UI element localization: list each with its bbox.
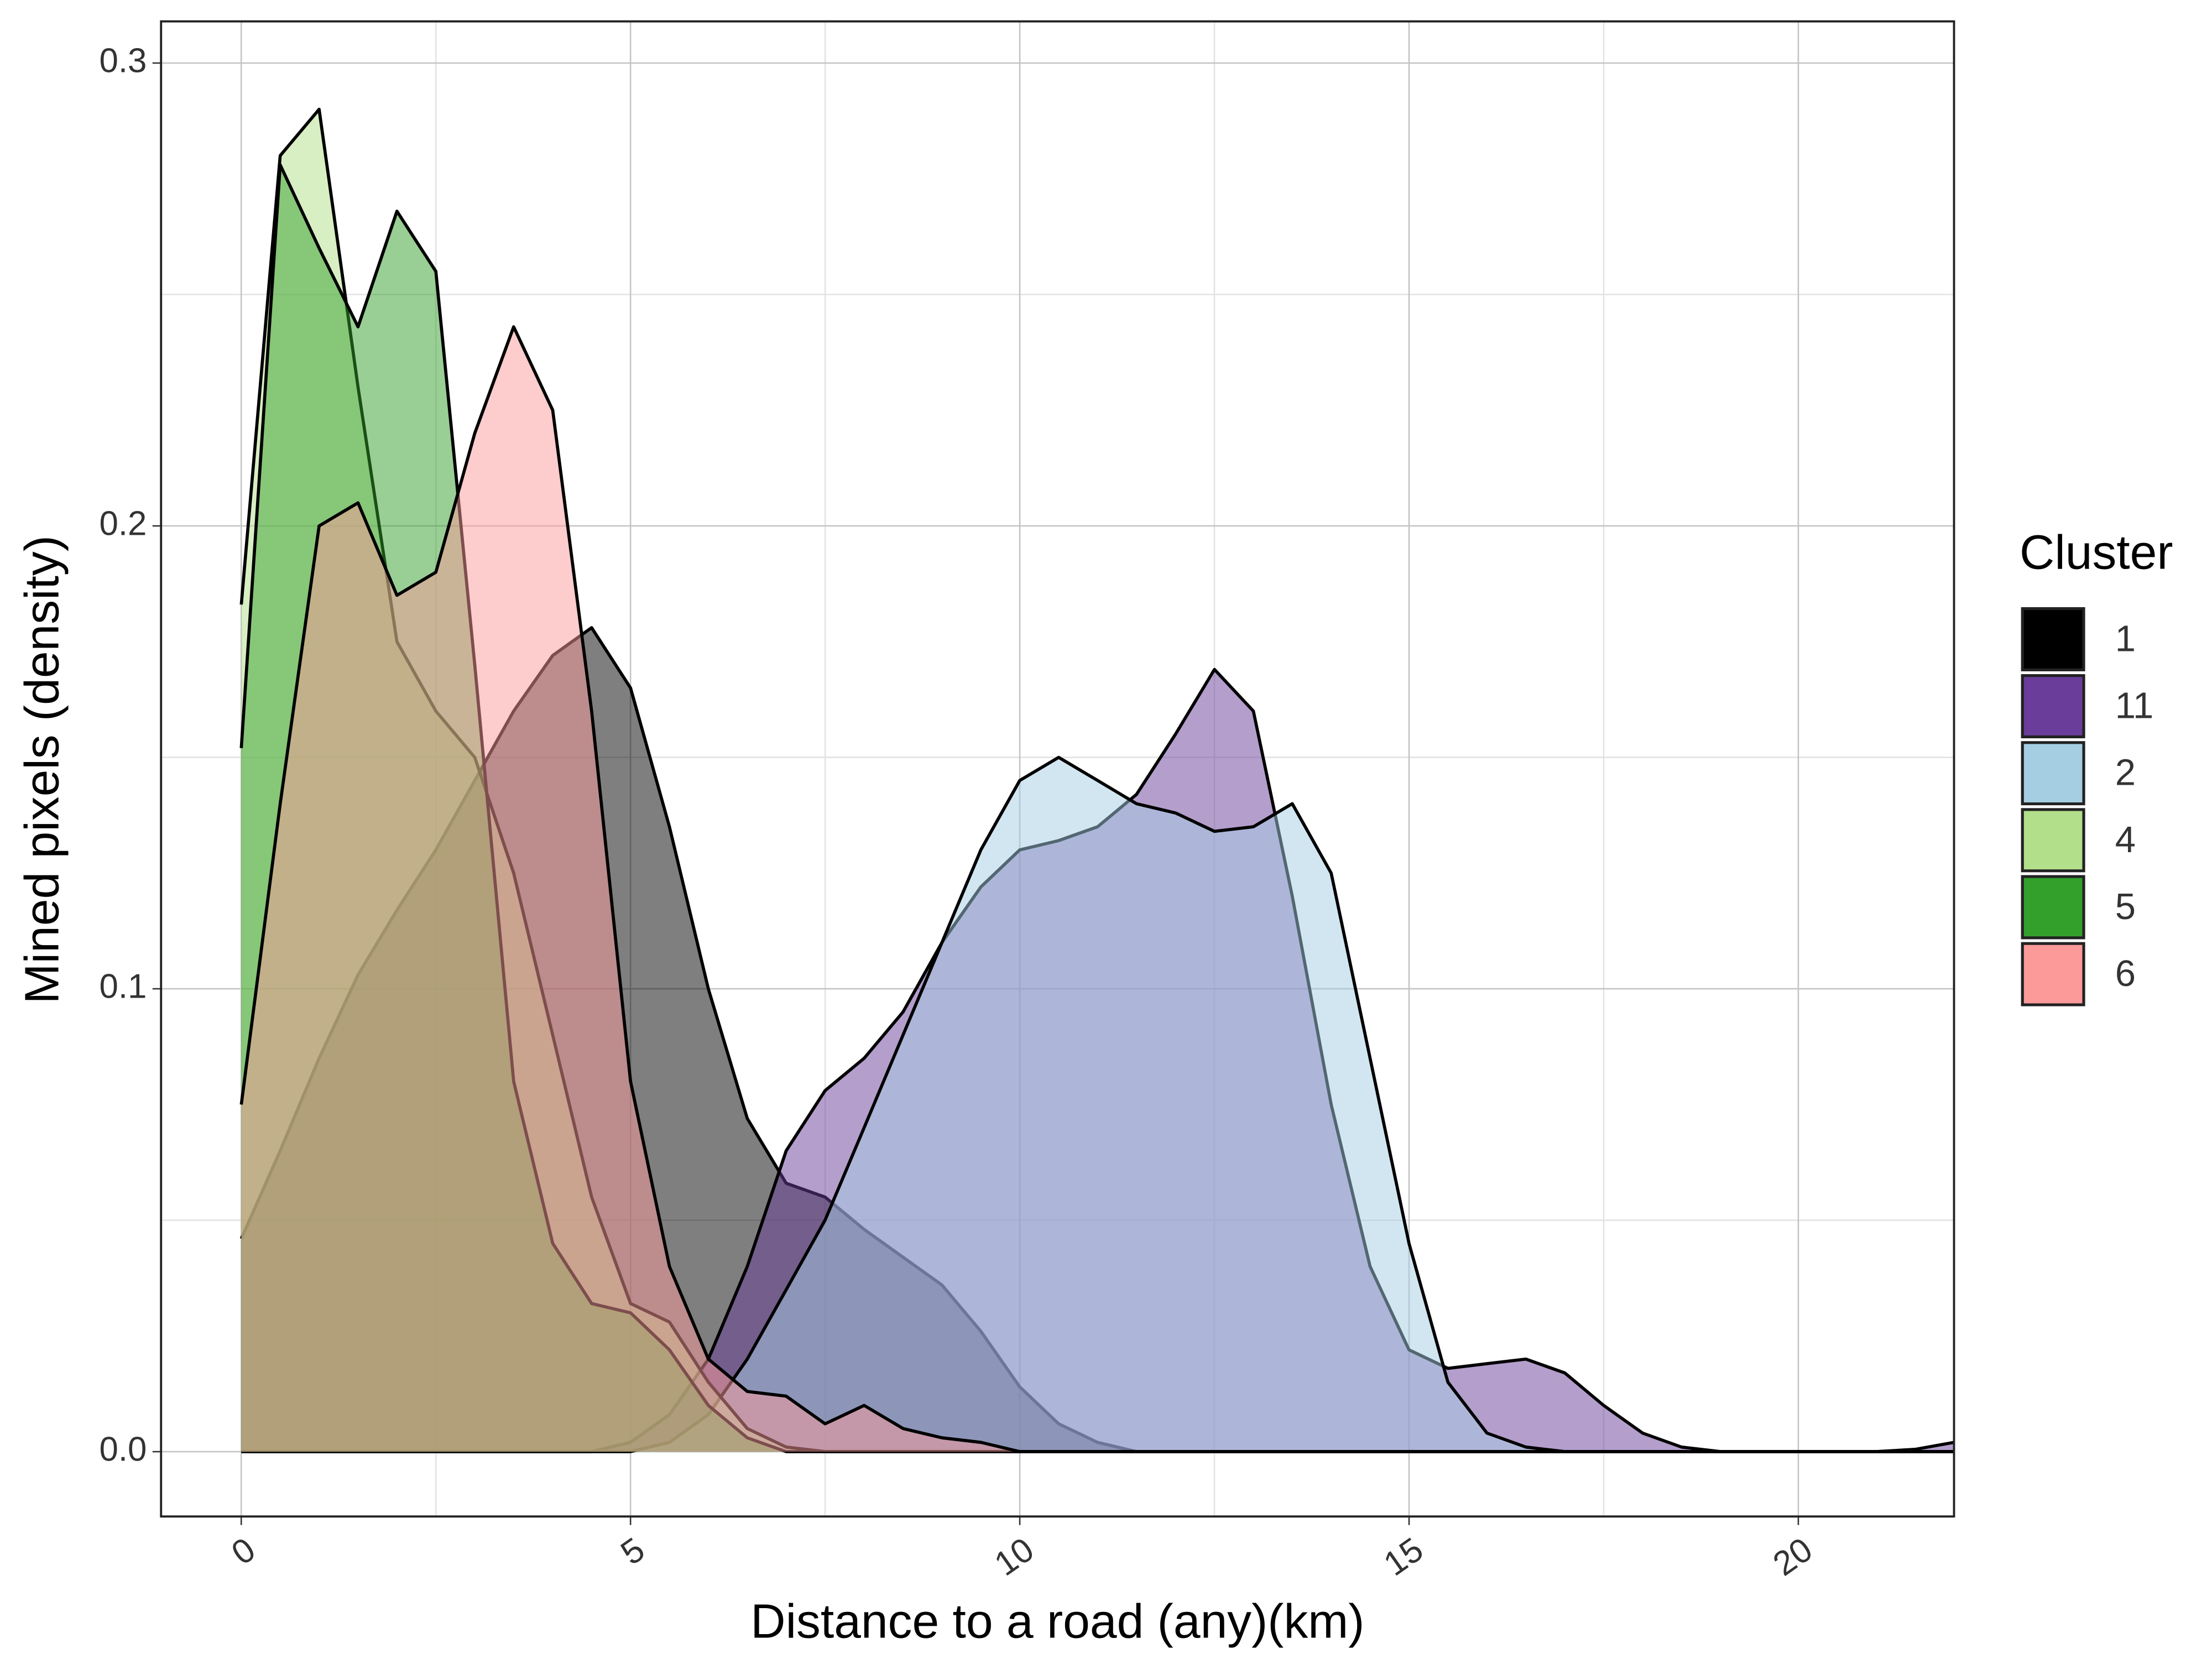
- legend-label: 6: [2115, 953, 2136, 994]
- legend-key: [2021, 942, 2085, 1006]
- density-line: [239, 325, 1954, 1453]
- x-tick-label: 10: [988, 1530, 1041, 1583]
- y-axis-title: Mined pixels (density): [15, 535, 69, 1004]
- legend-label: 1: [2115, 618, 2136, 659]
- legend-label: 2: [2115, 752, 2136, 794]
- density-area: [241, 757, 1954, 1452]
- y-tick-label: 0.0: [99, 1430, 147, 1468]
- legend-key: [2021, 674, 2085, 739]
- legend-key: [2021, 741, 2085, 806]
- plot-border: [160, 20, 1955, 1518]
- x-tick-label: 15: [1377, 1530, 1430, 1583]
- legend-label: 4: [2115, 819, 2136, 860]
- x-tick-label: 0: [225, 1530, 263, 1572]
- x-tick-label: 20: [1766, 1530, 1819, 1583]
- legend-title: Cluster: [2020, 525, 2173, 579]
- legend-key: [2021, 607, 2085, 671]
- y-tick-label: 0.2: [99, 504, 147, 542]
- legend-key: [2021, 875, 2085, 940]
- x-tick-label: 5: [614, 1530, 651, 1572]
- density-area: [241, 326, 1954, 1452]
- legend-key: [2021, 808, 2085, 873]
- x-axis-title: Distance to a road (any)(km): [750, 1594, 1364, 1648]
- y-tick-label: 0.3: [99, 41, 147, 80]
- legend-label: 11: [2115, 685, 2154, 727]
- y-tick-label: 0.1: [99, 967, 147, 1005]
- legend-label: 5: [2115, 886, 2136, 927]
- density-area: [241, 628, 1954, 1452]
